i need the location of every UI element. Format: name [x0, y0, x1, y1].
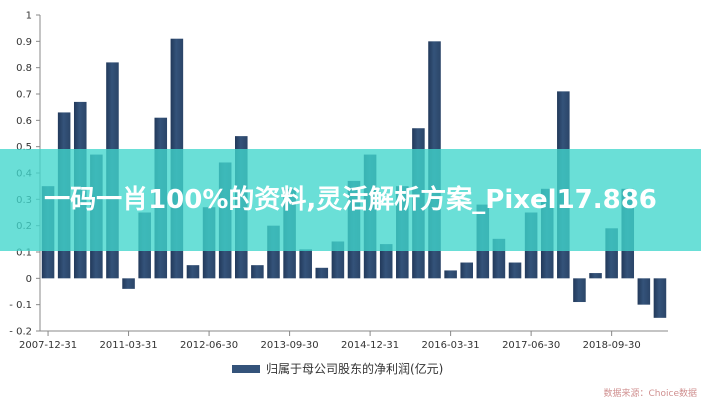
x-tick-label: 2017-06-30 — [502, 340, 560, 351]
x-tick-label: 2016-03-31 — [422, 340, 480, 351]
x-tick-label: 2014-12-31 — [341, 340, 399, 351]
y-tick-label: 0.9 — [16, 37, 32, 48]
bar — [637, 278, 651, 305]
y-tick-label: 0.7 — [16, 90, 32, 101]
x-tick-label: 2011-03-31 — [100, 340, 158, 351]
y-tick-label: 0.5 — [16, 142, 32, 153]
bar — [573, 278, 586, 303]
x-tick-label: 2007-12-31 — [19, 340, 77, 351]
y-tick-label: 1 — [26, 11, 32, 22]
y-tick-label: 0.6 — [16, 116, 32, 127]
x-tick-label: 2018-09-30 — [583, 340, 641, 351]
y-tick-label: 0.8 — [16, 63, 32, 74]
bar — [299, 249, 312, 279]
bar — [508, 262, 522, 279]
bar — [251, 265, 264, 279]
legend-label: 归属于母公司股东的净利润(亿元) — [266, 361, 443, 376]
legend: 归属于母公司股东的净利润(亿元) — [232, 361, 443, 376]
bar — [122, 278, 135, 289]
bar — [315, 267, 329, 279]
bar — [186, 265, 200, 279]
legend-swatch — [232, 365, 260, 373]
source-label: 数据来源：Choice数据 — [604, 387, 697, 399]
y-tick-label: 0 — [26, 274, 32, 285]
y-tick-label: 0.1 — [16, 248, 32, 259]
bar — [460, 262, 473, 279]
x-tick-label: 2013-09-30 — [261, 340, 319, 351]
x-tick-label: 2012-06-30 — [180, 340, 238, 351]
y-tick-label: - 0.1 — [9, 300, 32, 311]
y-tick-label: - 0.2 — [9, 327, 32, 338]
bar — [379, 244, 393, 279]
bar — [653, 278, 667, 318]
x-axis: 2007-12-31 2011-03-31 2012-06-30 2013-09-30… — [19, 330, 668, 351]
headline-text: 一码一肖100%的资料,灵活解析方案_Pixel17.886 — [44, 185, 657, 215]
bar — [589, 273, 602, 279]
headline-banner: 一码一肖100%的资料,灵活解析方案_Pixel17.886 — [0, 149, 701, 251]
bar — [444, 270, 457, 279]
